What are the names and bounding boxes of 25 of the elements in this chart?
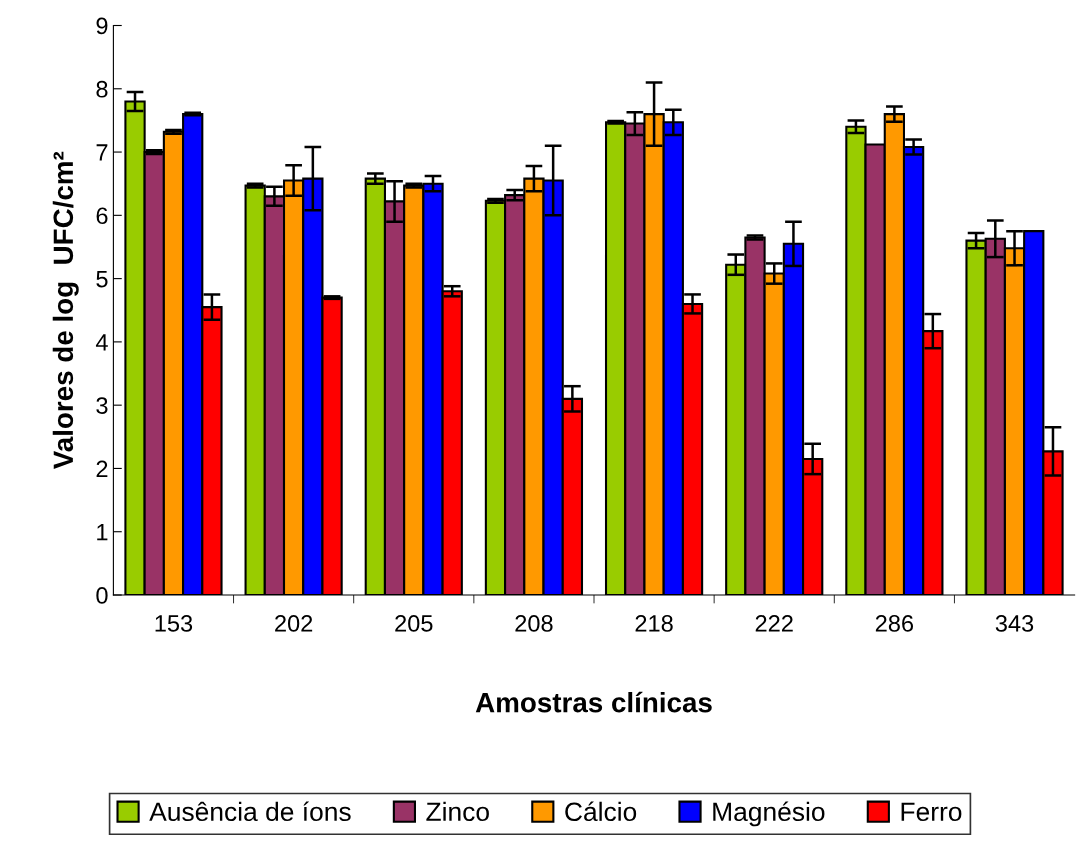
y-tick-label: 2	[96, 460, 108, 477]
y-tick-label: 4	[95, 334, 108, 351]
y-tick-label: 9	[96, 17, 108, 35]
x-tick-label: 153	[155, 615, 193, 632]
y-tick-label: 6	[96, 207, 108, 225]
x-tick-label: 205	[395, 615, 433, 632]
y-tick-label: 5	[96, 270, 108, 288]
y-tick-label: 0	[96, 587, 108, 604]
x-tick-label: 222	[755, 615, 793, 632]
y-tick-label: 1	[97, 524, 108, 541]
x-tick-label: 343	[995, 615, 1034, 632]
legend-label: Ferro	[901, 802, 962, 822]
legend-label: Cálcio	[565, 801, 637, 822]
y-axis-title: Valores de log UFC/cm²	[52, 151, 79, 470]
y-tick-label: 7	[96, 144, 108, 161]
x-axis-title: Amostras clínicas	[475, 691, 712, 713]
y-tick-label: 3	[96, 397, 108, 414]
y-tick-label: 8	[96, 80, 108, 98]
x-tick-label: 286	[875, 615, 914, 632]
legend-label: Ausência de íons	[149, 801, 351, 822]
legend-label: Zinco	[426, 801, 489, 822]
x-tick-label: 218	[635, 615, 673, 632]
x-tick-label: 202	[275, 615, 313, 632]
x-tick-label: 208	[515, 615, 553, 632]
legend-label: Magnésio	[713, 801, 825, 827]
